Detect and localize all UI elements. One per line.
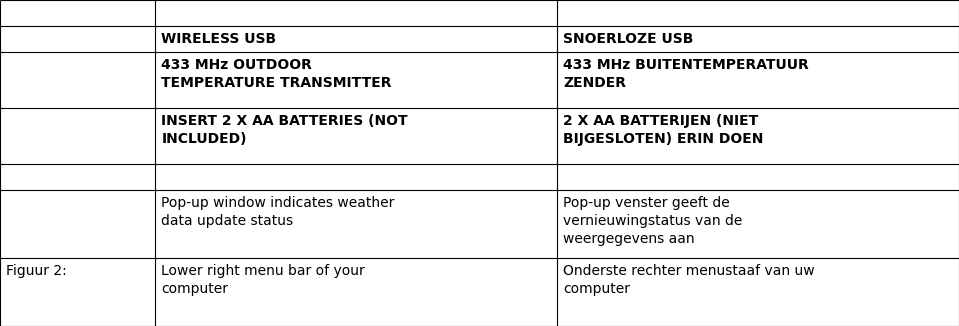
Text: 433 MHz BUITENTEMPERATUUR
ZENDER: 433 MHz BUITENTEMPERATUUR ZENDER (563, 58, 809, 90)
Text: 2 X AA BATTERIJEN (NIET
BIJGESLOTEN) ERIN DOEN: 2 X AA BATTERIJEN (NIET BIJGESLOTEN) ERI… (563, 114, 763, 146)
Text: Lower right menu bar of your
computer: Lower right menu bar of your computer (161, 264, 365, 296)
Text: WIRELESS USB: WIRELESS USB (161, 32, 276, 46)
Text: Figuur 2:: Figuur 2: (6, 264, 67, 278)
Text: Pop-up venster geeft de
vernieuwingstatus van de
weergegevens aan: Pop-up venster geeft de vernieuwingstatu… (563, 196, 742, 246)
Text: 433 MHz OUTDOOR
TEMPERATURE TRANSMITTER: 433 MHz OUTDOOR TEMPERATURE TRANSMITTER (161, 58, 392, 90)
Text: Pop-up window indicates weather
data update status: Pop-up window indicates weather data upd… (161, 196, 395, 228)
Text: Onderste rechter menustaaf van uw
computer: Onderste rechter menustaaf van uw comput… (563, 264, 815, 296)
Text: SNOERLOZE USB: SNOERLOZE USB (563, 32, 693, 46)
Text: INSERT 2 X AA BATTERIES (NOT
INCLUDED): INSERT 2 X AA BATTERIES (NOT INCLUDED) (161, 114, 408, 146)
